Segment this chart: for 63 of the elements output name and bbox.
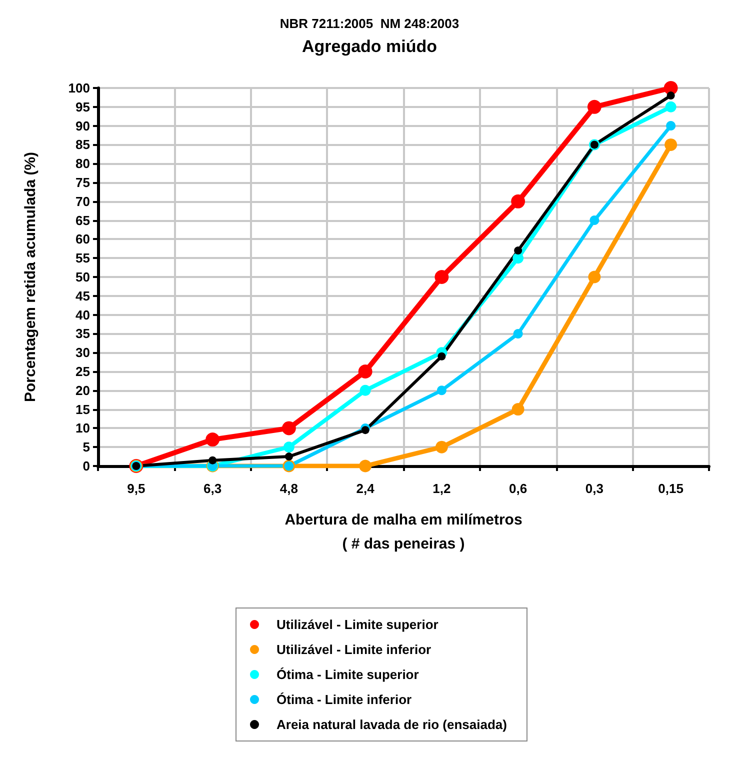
point [590, 216, 600, 226]
point [361, 426, 370, 434]
legend-label: Ótima - Limite inferior [276, 692, 412, 707]
legend-label: Utilizável - Limite superior [276, 617, 438, 632]
point [511, 194, 526, 208]
point [360, 384, 371, 396]
y-tick-label: 75 [76, 175, 90, 190]
y-tick-label: 45 [76, 288, 90, 304]
x-tick-label: 0,6 [509, 481, 528, 496]
y-axis-title: Porcentagem retida acumulada (%) [22, 152, 39, 402]
point [665, 101, 676, 112]
x-tick-label: 2,4 [356, 481, 376, 496]
point [284, 452, 293, 461]
chart-title: NBR 7211:2005 NM 248:2003 [280, 16, 460, 31]
y-tick-label: 0 [82, 458, 90, 474]
point [206, 432, 220, 447]
y-tick-label: 35 [76, 326, 90, 342]
y-tick-label: 30 [76, 345, 90, 360]
point [435, 440, 448, 454]
y-tick-label: 85 [76, 137, 90, 152]
point [513, 328, 523, 338]
y-tick-label: 15 [76, 402, 90, 417]
point [358, 364, 372, 378]
y-tick-label: 50 [76, 270, 90, 284]
x-tick-label: 0,15 [658, 481, 684, 496]
y-tick-label: 95 [76, 99, 90, 114]
point [664, 138, 678, 151]
point [438, 352, 446, 360]
y-tick-label: 70 [76, 194, 90, 209]
y-tick-label: 80 [76, 156, 90, 172]
y-tick-label: 25 [76, 364, 90, 379]
x-tick-label: 9,5 [127, 481, 146, 496]
y-tick-label: 55 [76, 250, 90, 266]
y-tick-label: 90 [76, 118, 90, 134]
point [512, 252, 524, 264]
y-tick-label: 5 [82, 440, 90, 455]
point [666, 92, 675, 100]
point [208, 456, 217, 464]
y-tick-label: 100 [68, 80, 90, 96]
y-tick-label: 60 [76, 232, 90, 247]
y-tick-label: 40 [76, 307, 90, 322]
legend-label: Ótima - Limite superior [276, 667, 419, 682]
x-tick-label: 6,3 [204, 481, 222, 496]
x-tick-label: 4,8 [280, 481, 298, 496]
point [283, 442, 294, 453]
point [588, 270, 601, 284]
point [359, 460, 372, 472]
point [512, 403, 524, 416]
chart-subtitle: Agregado miúdo [302, 37, 438, 56]
point [436, 386, 446, 396]
point [587, 100, 602, 114]
x-axis-title: Abertura de malha em milímetros ( # das peneiras ) [284, 512, 522, 552]
x-tick-label: 0,3 [585, 481, 604, 496]
y-tick-label: 65 [76, 212, 90, 228]
point [514, 246, 522, 255]
legend-label: Areia natural lavada de rio (ensaiada) [276, 717, 507, 732]
legend-label: Utilizável - Limite inferior [276, 642, 432, 657]
y-tick-label: 10 [76, 420, 90, 436]
y-tick-label: 20 [76, 382, 90, 398]
point [282, 421, 296, 436]
x-tick-label: 1,2 [432, 481, 451, 496]
point [666, 121, 676, 131]
point [434, 270, 449, 284]
